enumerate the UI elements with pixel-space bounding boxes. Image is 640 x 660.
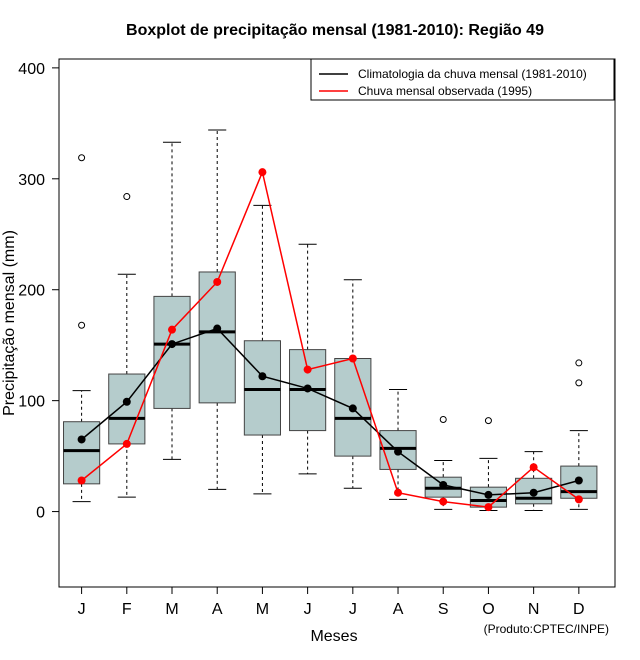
chart-title: Boxplot de precipitação mensal (1981-201…	[126, 22, 544, 39]
series-point	[213, 324, 222, 333]
x-tick-label: J	[78, 601, 86, 618]
outlier-point	[575, 379, 583, 387]
plot-frame	[58, 58, 616, 588]
box-7	[334, 279, 372, 489]
box-5	[243, 204, 281, 495]
box-iqr	[153, 295, 191, 409]
x-tick-label: J	[349, 601, 357, 618]
x-tick-label: D	[573, 601, 585, 618]
series-point	[303, 365, 312, 374]
series-point	[258, 168, 267, 177]
series-point	[529, 488, 538, 497]
box-11	[515, 451, 553, 511]
outlier-point	[484, 417, 492, 425]
y-tick-label: 0	[36, 505, 45, 522]
box-3	[153, 141, 191, 460]
x-tick-label: F	[122, 601, 132, 618]
box-12	[560, 359, 598, 510]
box-iqr	[63, 421, 101, 485]
series-point	[303, 384, 312, 393]
outlier-point	[575, 359, 583, 367]
outlier-point	[78, 154, 86, 162]
series-point	[122, 397, 131, 406]
legend: Climatologia da chuva mensal (1981-2010)…	[310, 58, 615, 101]
box-4	[198, 129, 236, 490]
series-climatology	[77, 324, 583, 499]
outlier-point	[123, 193, 131, 201]
series-point	[439, 480, 448, 489]
box-9	[424, 416, 462, 510]
y-axis: 0 100 200 300 400	[18, 61, 59, 522]
series-point	[574, 495, 583, 504]
outlier-point	[439, 416, 447, 424]
product-credit: (Produto:CPTEC/INPE)	[484, 622, 609, 636]
series-line	[81, 169, 580, 508]
series-point	[394, 447, 403, 456]
series-point	[168, 325, 177, 334]
x-tick-label: M	[256, 601, 269, 618]
series-point	[348, 354, 357, 363]
series-point	[258, 372, 267, 381]
series-point	[529, 463, 538, 472]
legend-box	[310, 58, 615, 101]
y-tick-label: 200	[18, 283, 45, 300]
series-point	[348, 404, 357, 413]
x-tick-label: A	[212, 601, 223, 618]
series-point	[168, 340, 177, 349]
box-iqr	[243, 340, 281, 436]
lines-layer	[77, 168, 583, 512]
legend-label-observed: Chuva mensal observada (1995)	[358, 84, 532, 98]
boxes-layer	[63, 129, 598, 511]
x-tick-label: J	[304, 601, 312, 618]
series-point	[394, 488, 403, 497]
outlier-point	[78, 321, 86, 329]
series-point	[574, 476, 583, 485]
series-point	[213, 277, 222, 286]
series-observed	[77, 168, 583, 512]
series-point	[484, 490, 493, 499]
box-2	[108, 193, 146, 498]
box-1	[63, 154, 101, 503]
x-tick-label: A	[393, 601, 404, 618]
box-iqr	[198, 271, 236, 404]
y-tick-label: 300	[18, 172, 45, 189]
y-tick-label: 400	[18, 61, 45, 78]
x-tick-label: S	[438, 601, 449, 618]
series-line	[81, 327, 579, 496]
x-tick-label: M	[165, 601, 178, 618]
box-8	[379, 389, 417, 500]
x-tick-label: N	[528, 601, 540, 618]
legend-label-climatology: Climatologia da chuva mensal (1981-2010)	[358, 67, 587, 81]
box-6	[289, 243, 327, 475]
series-point	[484, 503, 493, 512]
series-point	[439, 497, 448, 506]
series-point	[77, 476, 86, 485]
series-point	[122, 439, 131, 448]
x-axis-label: Meses	[310, 628, 357, 645]
y-tick-label: 100	[18, 394, 45, 411]
series-point	[77, 435, 86, 444]
y-axis-label: Precipitação mensal (mm)	[1, 230, 18, 416]
x-tick-label: O	[482, 601, 494, 618]
